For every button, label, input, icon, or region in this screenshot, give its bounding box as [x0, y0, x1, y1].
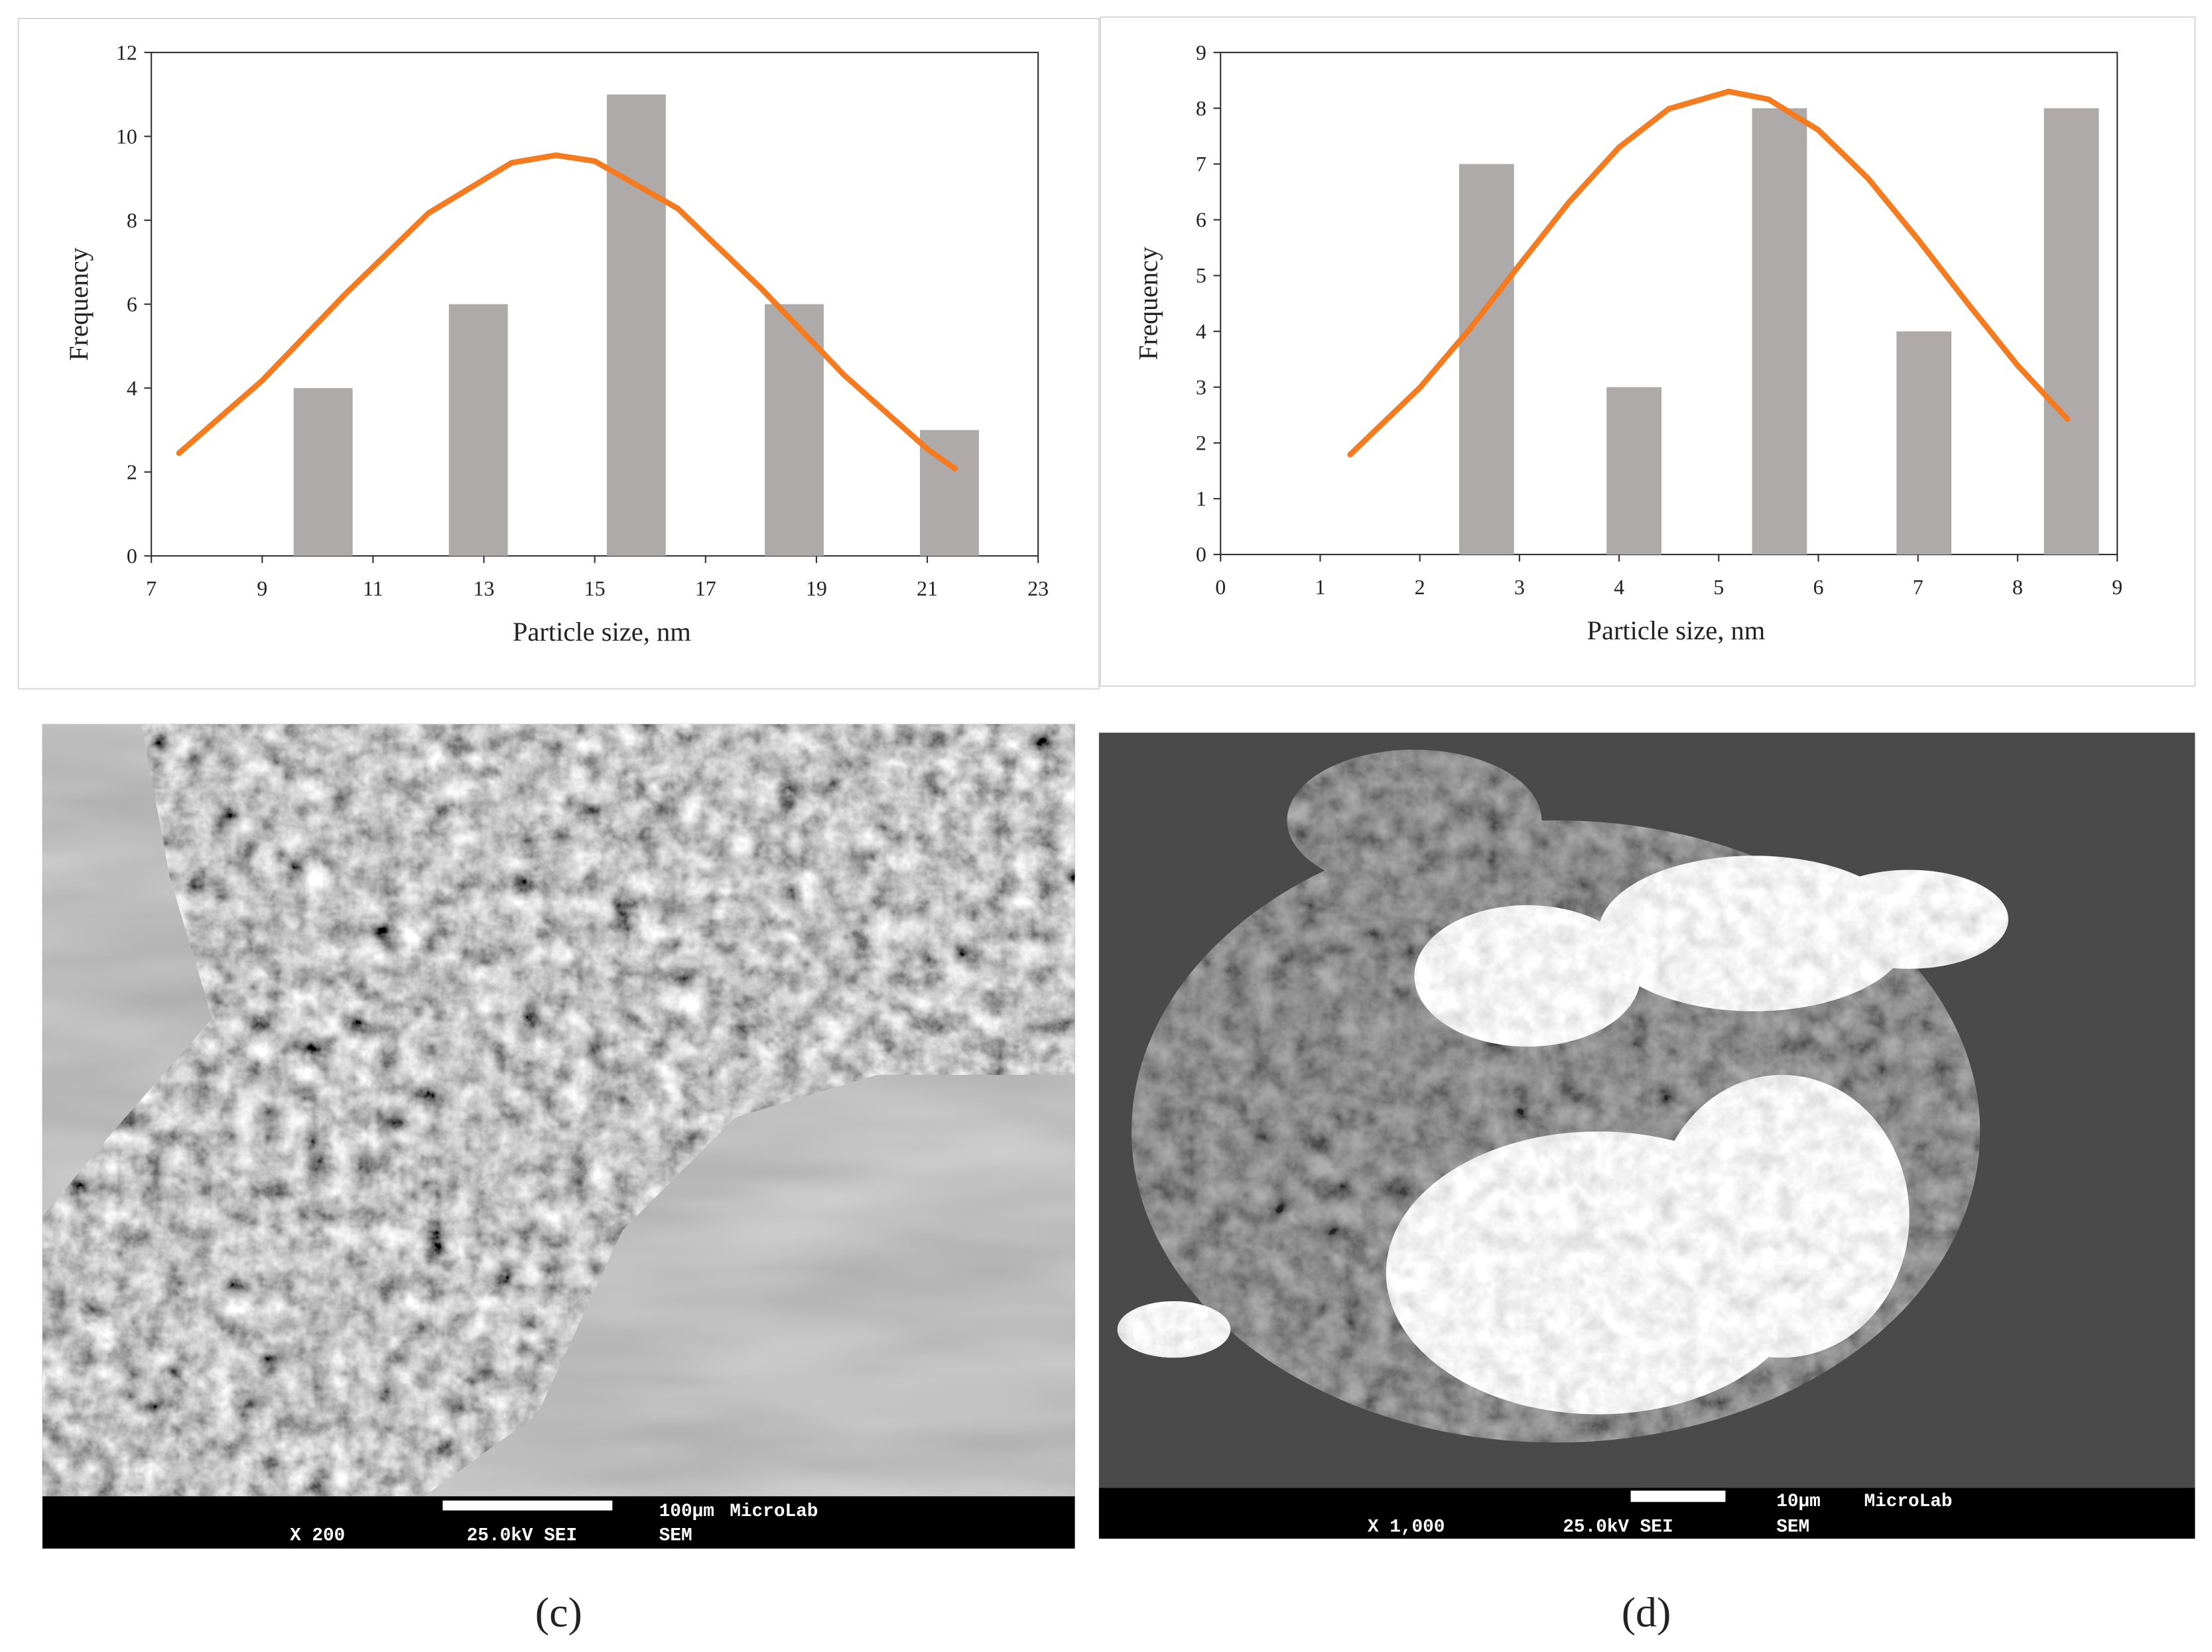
y-tick-label: 4 [127, 377, 137, 400]
x-tick-label: 7 [146, 577, 157, 600]
bar [1752, 108, 1807, 555]
x-tick-label: 1 [1315, 576, 1325, 599]
x-tick-label: 17 [695, 577, 716, 600]
fit-curve [176, 152, 958, 472]
fit-curve [1347, 88, 2071, 458]
caption: (d) [1622, 1588, 1671, 1635]
scale-label: 100μm [659, 1501, 714, 1522]
y-tick-label: 7 [1196, 153, 1206, 176]
panel-a [17, 17, 1100, 690]
y-tick-label: 9 [1196, 41, 1206, 64]
chart: 0 2 4 6 8 10 12 7 9 11 13 15 17 19 21 23 Particle size, … [64, 41, 1049, 647]
x-tick-label: 9 [257, 577, 267, 600]
x-axis-label: Particle size, nm [513, 617, 691, 647]
mode-label: SEM [1776, 1517, 1809, 1538]
chart: 0 1 2 3 4 5 6 7 8 9 0 1 2 3 4 5 6 7 8 9 Particle size, nm Fre… [1133, 41, 2122, 645]
y-tick-label: 10 [116, 125, 137, 148]
y-tick-label: 0 [1196, 543, 1206, 566]
lab-label: MicroLab [1864, 1492, 1952, 1512]
y-tick-label: 0 [127, 544, 137, 568]
sem-image-d: X 1,000 25.0kV SEI 10μm MicroLab SEM [1098, 732, 2195, 1539]
y-tick-label: 12 [116, 41, 137, 64]
y-axis-label: Frequency [1133, 246, 1163, 360]
x-tick-label: 23 [1027, 577, 1049, 600]
y-tick-label: 6 [127, 292, 137, 316]
y-tick-label: 2 [1196, 432, 1206, 455]
voltage: 25.0kV SEI [1563, 1517, 1673, 1538]
x-tick-label: 8 [2012, 576, 2023, 599]
x-tick-label: 0 [1215, 576, 1226, 599]
bar [1606, 387, 1661, 555]
x-tick-label: 4 [1614, 576, 1624, 599]
caption: (c) [535, 1588, 582, 1635]
y-tick-label: 2 [127, 460, 137, 483]
x-tick-label: 6 [1813, 576, 1824, 599]
bar [1896, 331, 1952, 555]
magnification: X 1,000 [1368, 1517, 1445, 1538]
y-tick-label: 8 [1196, 97, 1206, 120]
x-tick-label: 2 [1415, 576, 1425, 599]
bar [448, 304, 508, 556]
bar [1459, 164, 1514, 555]
x-tick-label: 11 [363, 577, 383, 600]
x-tick-label: 9 [2112, 576, 2122, 599]
bar [606, 94, 666, 556]
y-tick-label: 3 [1196, 375, 1206, 399]
sem-image-c: X 200 25.0kV SEI 100μm MicroLab SEM [42, 724, 1075, 1549]
y-tick-label: 6 [1196, 208, 1206, 231]
plot-area [1220, 52, 2118, 556]
y-tick-label: 5 [1196, 264, 1206, 287]
x-tick-label: 21 [917, 577, 938, 600]
bar [293, 388, 353, 556]
y-axis-label: Frequency [64, 247, 94, 361]
bar [2044, 108, 2099, 555]
y-tick-label: 4 [1196, 320, 1206, 343]
x-tick-label: 7 [1913, 576, 1923, 599]
x-axis-label: Particle size, nm [1587, 615, 1765, 645]
scale-label: 10μm [1776, 1492, 1821, 1512]
x-tick-label: 5 [1713, 576, 1724, 599]
panel-b [1099, 16, 2196, 687]
x-tick-label: 3 [1514, 576, 1525, 599]
x-tick-label: 19 [806, 577, 827, 600]
y-tick-label: 1 [1196, 487, 1206, 511]
x-tick-label: 15 [584, 577, 606, 600]
mode-label: SEM [659, 1525, 692, 1546]
x-tick-label: 13 [474, 577, 495, 600]
lab-label: MicroLab [730, 1501, 818, 1522]
magnification: X 200 [290, 1525, 345, 1546]
voltage: 25.0kV SEI [467, 1525, 577, 1546]
y-tick-label: 8 [127, 209, 137, 232]
